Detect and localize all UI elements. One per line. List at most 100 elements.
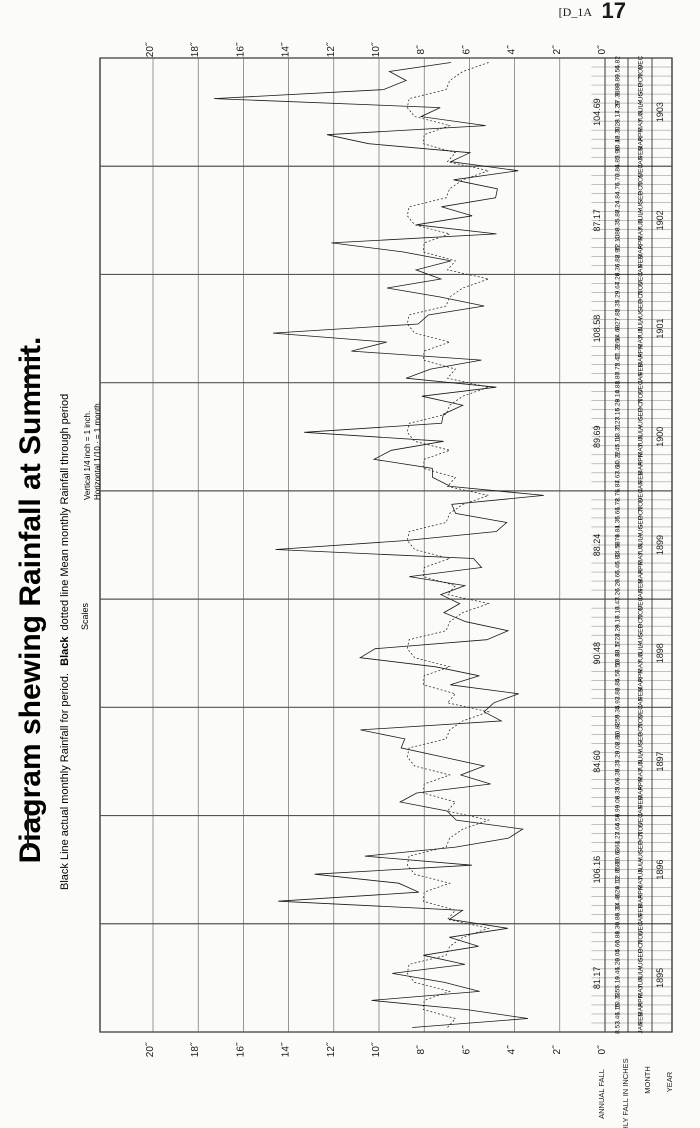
month-label: NOV [638,821,645,836]
month-label: NOV [638,172,645,187]
legend-line: Black Line actual monthly Rainfall for p… [59,394,71,890]
year-label: 1900 [655,427,665,447]
year-label: 1896 [655,860,665,880]
monthly-value: 6.70 [615,173,622,186]
month-label: JUN [638,326,645,339]
month-label: MAY [638,984,645,998]
year-label: 1897 [655,751,665,771]
monthly-value: 10.17 [615,640,622,657]
month-label: SEP [638,841,645,854]
month-label: MAR [638,569,645,584]
month-label: JUN [638,976,645,989]
month-label: AUG [638,92,645,106]
month-label: MAR [638,1002,645,1017]
monthly-value: 8.95 [615,245,622,258]
monthly-value: 4.35 [615,516,622,529]
y-tick-label-bottom: 8˝ [415,1045,427,1055]
monthly-value: 3.64 [615,822,622,835]
annual-total: 84.60 [592,750,602,773]
monthly-value: 7.50 [615,660,622,673]
annual-total: 81.17 [592,967,602,990]
scales-label: Scales [80,602,90,630]
month-label: DEC [638,272,645,286]
scale-vertical: Vertical 1/4 inch = 1 inch. [83,411,92,500]
month-label: AUG [638,308,645,322]
y-tick-label-top: 14˝ [280,42,292,57]
legend-block: Black Line actual monthly Rainfall for p… [59,394,71,890]
y-tick-label-bottom: 16˝ [234,1042,246,1057]
monthly-value: 8.10 [615,389,622,402]
month-label: FEB [638,255,645,268]
grid-layer [99,57,673,1033]
month-label: MAR [638,461,645,476]
monthly-value: 4.80 [615,227,622,240]
month-label: MAY [638,551,645,565]
y-tick-label-top: 16˝ [234,42,246,57]
month-label: JAN [638,913,645,926]
y-tick-label-top: 0˝ [596,45,608,55]
month-label: MAR [638,244,645,259]
monthly-value: 6.20 [615,579,622,592]
month-label: JAN [638,155,645,168]
monthly-value: 6.89 [615,931,622,944]
month-label: FEB [638,904,645,917]
series-layer [213,62,544,1028]
monthly-value: 7.26 [615,272,622,285]
year-label: 1903 [655,102,665,122]
monthly-value: 7.63 [615,471,622,484]
monthly-value: 2.71 [615,489,622,502]
monthly-value: 5.82 [615,552,622,565]
y-tick-label-bottom: 10˝ [370,1042,382,1057]
monthly-value: 8.80 [615,371,622,384]
year-label: 1895 [655,968,665,988]
monthly-value: 5.35 [615,299,622,312]
monthly-value: 14.58 [615,541,622,558]
month-label: MAY [638,443,645,457]
monthly-value: 8.04 [615,949,622,962]
row-label: YEAR [665,1071,674,1092]
month-label: FEB [638,363,645,376]
monthly-value: 10.46 [615,135,622,152]
month-label: MAR [638,136,645,151]
y-tick-label-bottom: 14˝ [280,1042,292,1057]
month-label: JAN [638,372,645,385]
monthly-value: 4.30 [615,922,622,935]
row-label: ANNUAL FALL [597,1069,606,1119]
monthly-value: 3.82 [615,687,622,700]
monthly-value: 9.64 [615,281,622,294]
monthly-value: 5.60 [615,940,622,953]
monthly-value: 5.28 [615,119,622,132]
month-label: JUN [638,543,645,556]
monthly-value: 9.02 [615,741,622,754]
month-label: JAN [638,1021,645,1034]
month-label: JULY [638,965,645,981]
monthly-value: 8.36 [615,263,622,276]
month-label: APR [638,777,645,791]
monthly-value: 5.06 [615,777,622,790]
scale-vertical-block: Vertical 1/4 inch = 1 inch. [83,411,92,500]
monthly-value: 3.84 [615,164,622,177]
monthly-value: 6.82 [615,56,622,69]
y-tick-label-bottom: 20˝ [144,1042,156,1057]
monthly-value: 7.20 [615,750,622,763]
month-label: OCT [638,831,645,845]
month-label: APR [638,993,645,1007]
y-tick-label-top: 8˝ [415,45,427,55]
month-label: MAY [638,876,645,890]
monthly-value: 6.99 [615,804,622,817]
legend-actual: Black Line actual monthly Rainfall for p… [59,673,71,890]
year-label: 1899 [655,535,665,555]
month-label: JULY [638,424,645,440]
month-label: MAR [638,894,645,909]
monthly-value: 10.82 [615,721,622,738]
monthly-value: 3.41 [615,1012,622,1025]
month-label: SEP [638,516,645,529]
annual-total: 89.69 [592,426,602,449]
month-label: NOV [638,64,645,79]
year-label: 1898 [655,643,665,663]
monthly-value: 14.46 [615,893,622,910]
month-label: OCT [638,290,645,304]
monthly-value: 9.80 [615,83,622,96]
monthly-value: 6.43 [615,597,622,610]
